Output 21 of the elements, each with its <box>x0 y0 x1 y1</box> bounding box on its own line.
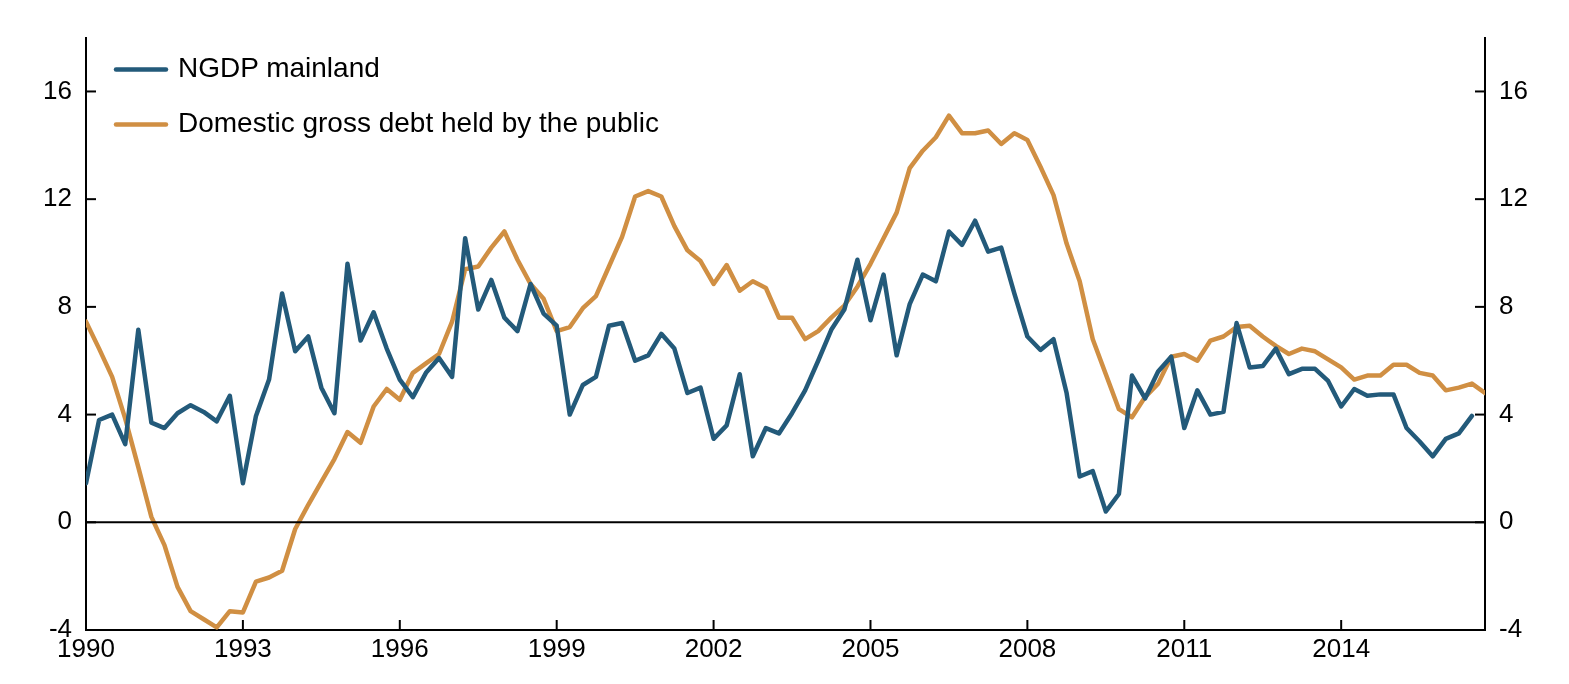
y-tick-label: 16 <box>43 74 72 105</box>
y-tick-label: 8 <box>57 290 72 321</box>
x-tick-label: 2002 <box>684 632 743 663</box>
x-tick-label: 2005 <box>841 632 900 663</box>
y-tick-label: 0 <box>57 505 72 536</box>
x-tick-label: 1993 <box>213 632 272 663</box>
legend-label: Domestic gross debt held by the public <box>178 107 659 139</box>
x-tick-label: 2011 <box>1156 632 1213 663</box>
x-tick-label: 2014 <box>1312 632 1371 663</box>
y2-tick-label: -4 <box>1499 613 1523 644</box>
y-tick-label: 4 <box>57 397 72 428</box>
legend-label: NGDP mainland <box>178 52 380 84</box>
y2-tick-label: 8 <box>1499 290 1514 321</box>
x-tick-label: 1999 <box>527 632 586 663</box>
y-tick-label: 12 <box>43 182 72 213</box>
y2-tick-label: 4 <box>1499 397 1514 428</box>
y2-tick-label: 16 <box>1499 74 1528 105</box>
x-tick-label: 2008 <box>998 632 1057 663</box>
y2-tick-label: 0 <box>1499 505 1514 536</box>
x-tick-label: 1996 <box>370 632 429 663</box>
y2-tick-label: 12 <box>1499 182 1528 213</box>
